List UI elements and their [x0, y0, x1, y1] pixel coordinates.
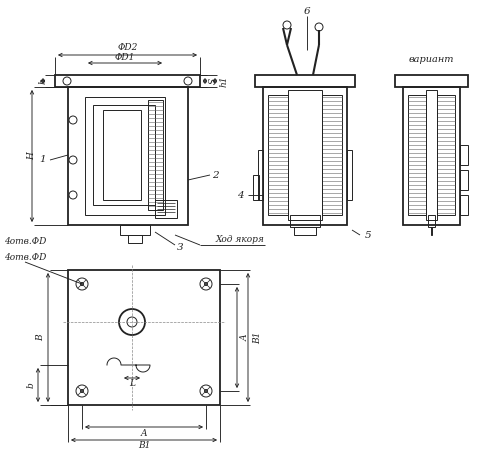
Bar	[68, 270, 220, 405]
Text: h: h	[38, 78, 47, 84]
Bar	[460, 170, 468, 190]
Text: вариант: вариант	[408, 55, 454, 64]
Text: ΦD1: ΦD1	[115, 53, 135, 62]
Text: 4отв.ΦD: 4отв.ΦD	[4, 253, 46, 262]
Text: 5: 5	[365, 230, 372, 239]
Bar	[93, 105, 155, 205]
Text: H: H	[27, 152, 36, 160]
Bar	[85, 97, 165, 215]
Bar	[408, 95, 426, 215]
Text: 2: 2	[212, 171, 218, 180]
Bar	[426, 90, 437, 220]
Bar	[128, 235, 142, 243]
Text: 4: 4	[238, 190, 244, 199]
Text: 6: 6	[304, 8, 310, 17]
Text: 3: 3	[177, 243, 183, 252]
Bar	[253, 175, 259, 200]
Text: B1: B1	[138, 441, 150, 450]
Bar	[268, 95, 288, 215]
Bar	[437, 95, 455, 215]
Text: L: L	[129, 378, 135, 387]
Text: A: A	[141, 428, 147, 437]
Bar	[431, 227, 432, 235]
Bar	[55, 75, 200, 87]
Text: ΦD2: ΦD2	[117, 44, 138, 53]
Text: A: A	[241, 334, 250, 341]
Bar	[403, 87, 460, 225]
Bar	[68, 87, 188, 225]
Bar	[263, 87, 347, 225]
Text: b: b	[26, 382, 35, 388]
Bar	[395, 75, 468, 87]
Text: S: S	[209, 78, 218, 84]
Bar	[290, 215, 320, 227]
Bar	[148, 100, 163, 210]
Bar	[428, 215, 435, 227]
Bar	[120, 225, 150, 235]
Bar	[460, 195, 468, 215]
Text: B1: B1	[253, 331, 262, 344]
Bar	[155, 200, 177, 218]
Text: 4отв.ΦD: 4отв.ΦD	[4, 238, 46, 247]
Bar	[288, 90, 322, 220]
Text: h1: h1	[220, 75, 229, 87]
Bar	[103, 110, 141, 200]
Bar	[460, 145, 468, 165]
Bar	[322, 95, 342, 215]
Bar	[258, 150, 263, 200]
Text: B: B	[36, 334, 45, 341]
Bar	[294, 227, 316, 235]
Bar	[347, 150, 352, 200]
Text: Ход якоря: Ход якоря	[216, 235, 264, 244]
Text: 1: 1	[40, 156, 46, 165]
Bar	[255, 75, 355, 87]
